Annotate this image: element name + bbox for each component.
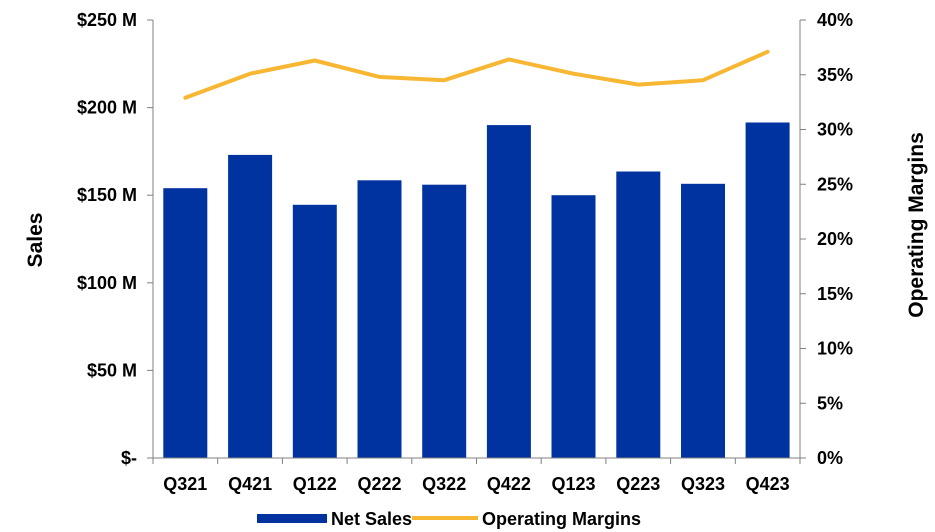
left-tick-label: $150 M (77, 185, 137, 205)
right-tick-label: 30% (817, 120, 853, 140)
right-tick-label: 25% (817, 174, 853, 194)
right-tick-label: 5% (817, 393, 843, 413)
bar-q423 (745, 122, 790, 458)
left-axis-tick-labels: $- $50 M $100 M $150 M $200 M $250 M (77, 10, 137, 468)
right-tick-label: 15% (817, 284, 853, 304)
x-tick-label-q323: Q323 (681, 474, 725, 494)
left-tick-label: $- (121, 448, 137, 468)
legend-label-net-sales: Net Sales (331, 509, 412, 529)
left-tick-label: $100 M (77, 273, 137, 293)
bar-q222 (357, 180, 402, 459)
right-axis-title: Operating Margins (905, 132, 928, 318)
x-tick-label-q223: Q223 (616, 474, 660, 494)
bar-q422 (486, 125, 531, 458)
x-axis-tick-labels: Q321 Q421 Q122 Q222 Q322 Q422 Q123 Q223 Q323 Q423 (163, 474, 789, 494)
left-tick-label: $50 M (87, 360, 137, 380)
left-tick-label: $250 M (77, 10, 137, 30)
bar-q223 (616, 171, 661, 458)
right-tick-label: 20% (817, 229, 853, 249)
legend-swatch-net-sales (257, 514, 327, 523)
legend-label-operating-margins: Operating Margins (482, 509, 641, 529)
right-tick-label: 10% (817, 339, 853, 359)
operating-margins-line (183, 49, 770, 100)
bar-q122 (292, 204, 337, 458)
x-tick-label-q321: Q321 (163, 474, 207, 494)
x-tick-label-q421: Q421 (228, 474, 272, 494)
bar-q321 (163, 188, 208, 458)
right-tick-label: 35% (817, 65, 853, 85)
bar-q123 (551, 195, 596, 458)
right-axis-tick-labels: 0% 5% 10% 15% 20% 25% 30% 35% 40% (817, 10, 853, 468)
right-tick-label: 0% (817, 448, 843, 468)
bar-q322 (422, 184, 467, 458)
chart-axes (147, 19, 806, 464)
x-tick-label-q423: Q423 (746, 474, 790, 494)
left-tick-label: $200 M (77, 98, 137, 118)
bar-q421 (228, 154, 273, 458)
x-tick-label-q222: Q222 (357, 474, 401, 494)
x-tick-label-q123: Q123 (551, 474, 595, 494)
x-tick-label-q422: Q422 (487, 474, 531, 494)
bar-q323 (681, 183, 725, 459)
legend: Net Sales Operating Margins (257, 509, 641, 529)
net-sales-bars (163, 122, 790, 459)
left-axis-title: Sales (24, 213, 47, 268)
x-tick-label-q122: Q122 (293, 474, 337, 494)
operating-margins-line-layer (183, 49, 770, 100)
right-tick-label: 40% (817, 10, 853, 30)
x-tick-label-q322: Q322 (422, 474, 466, 494)
